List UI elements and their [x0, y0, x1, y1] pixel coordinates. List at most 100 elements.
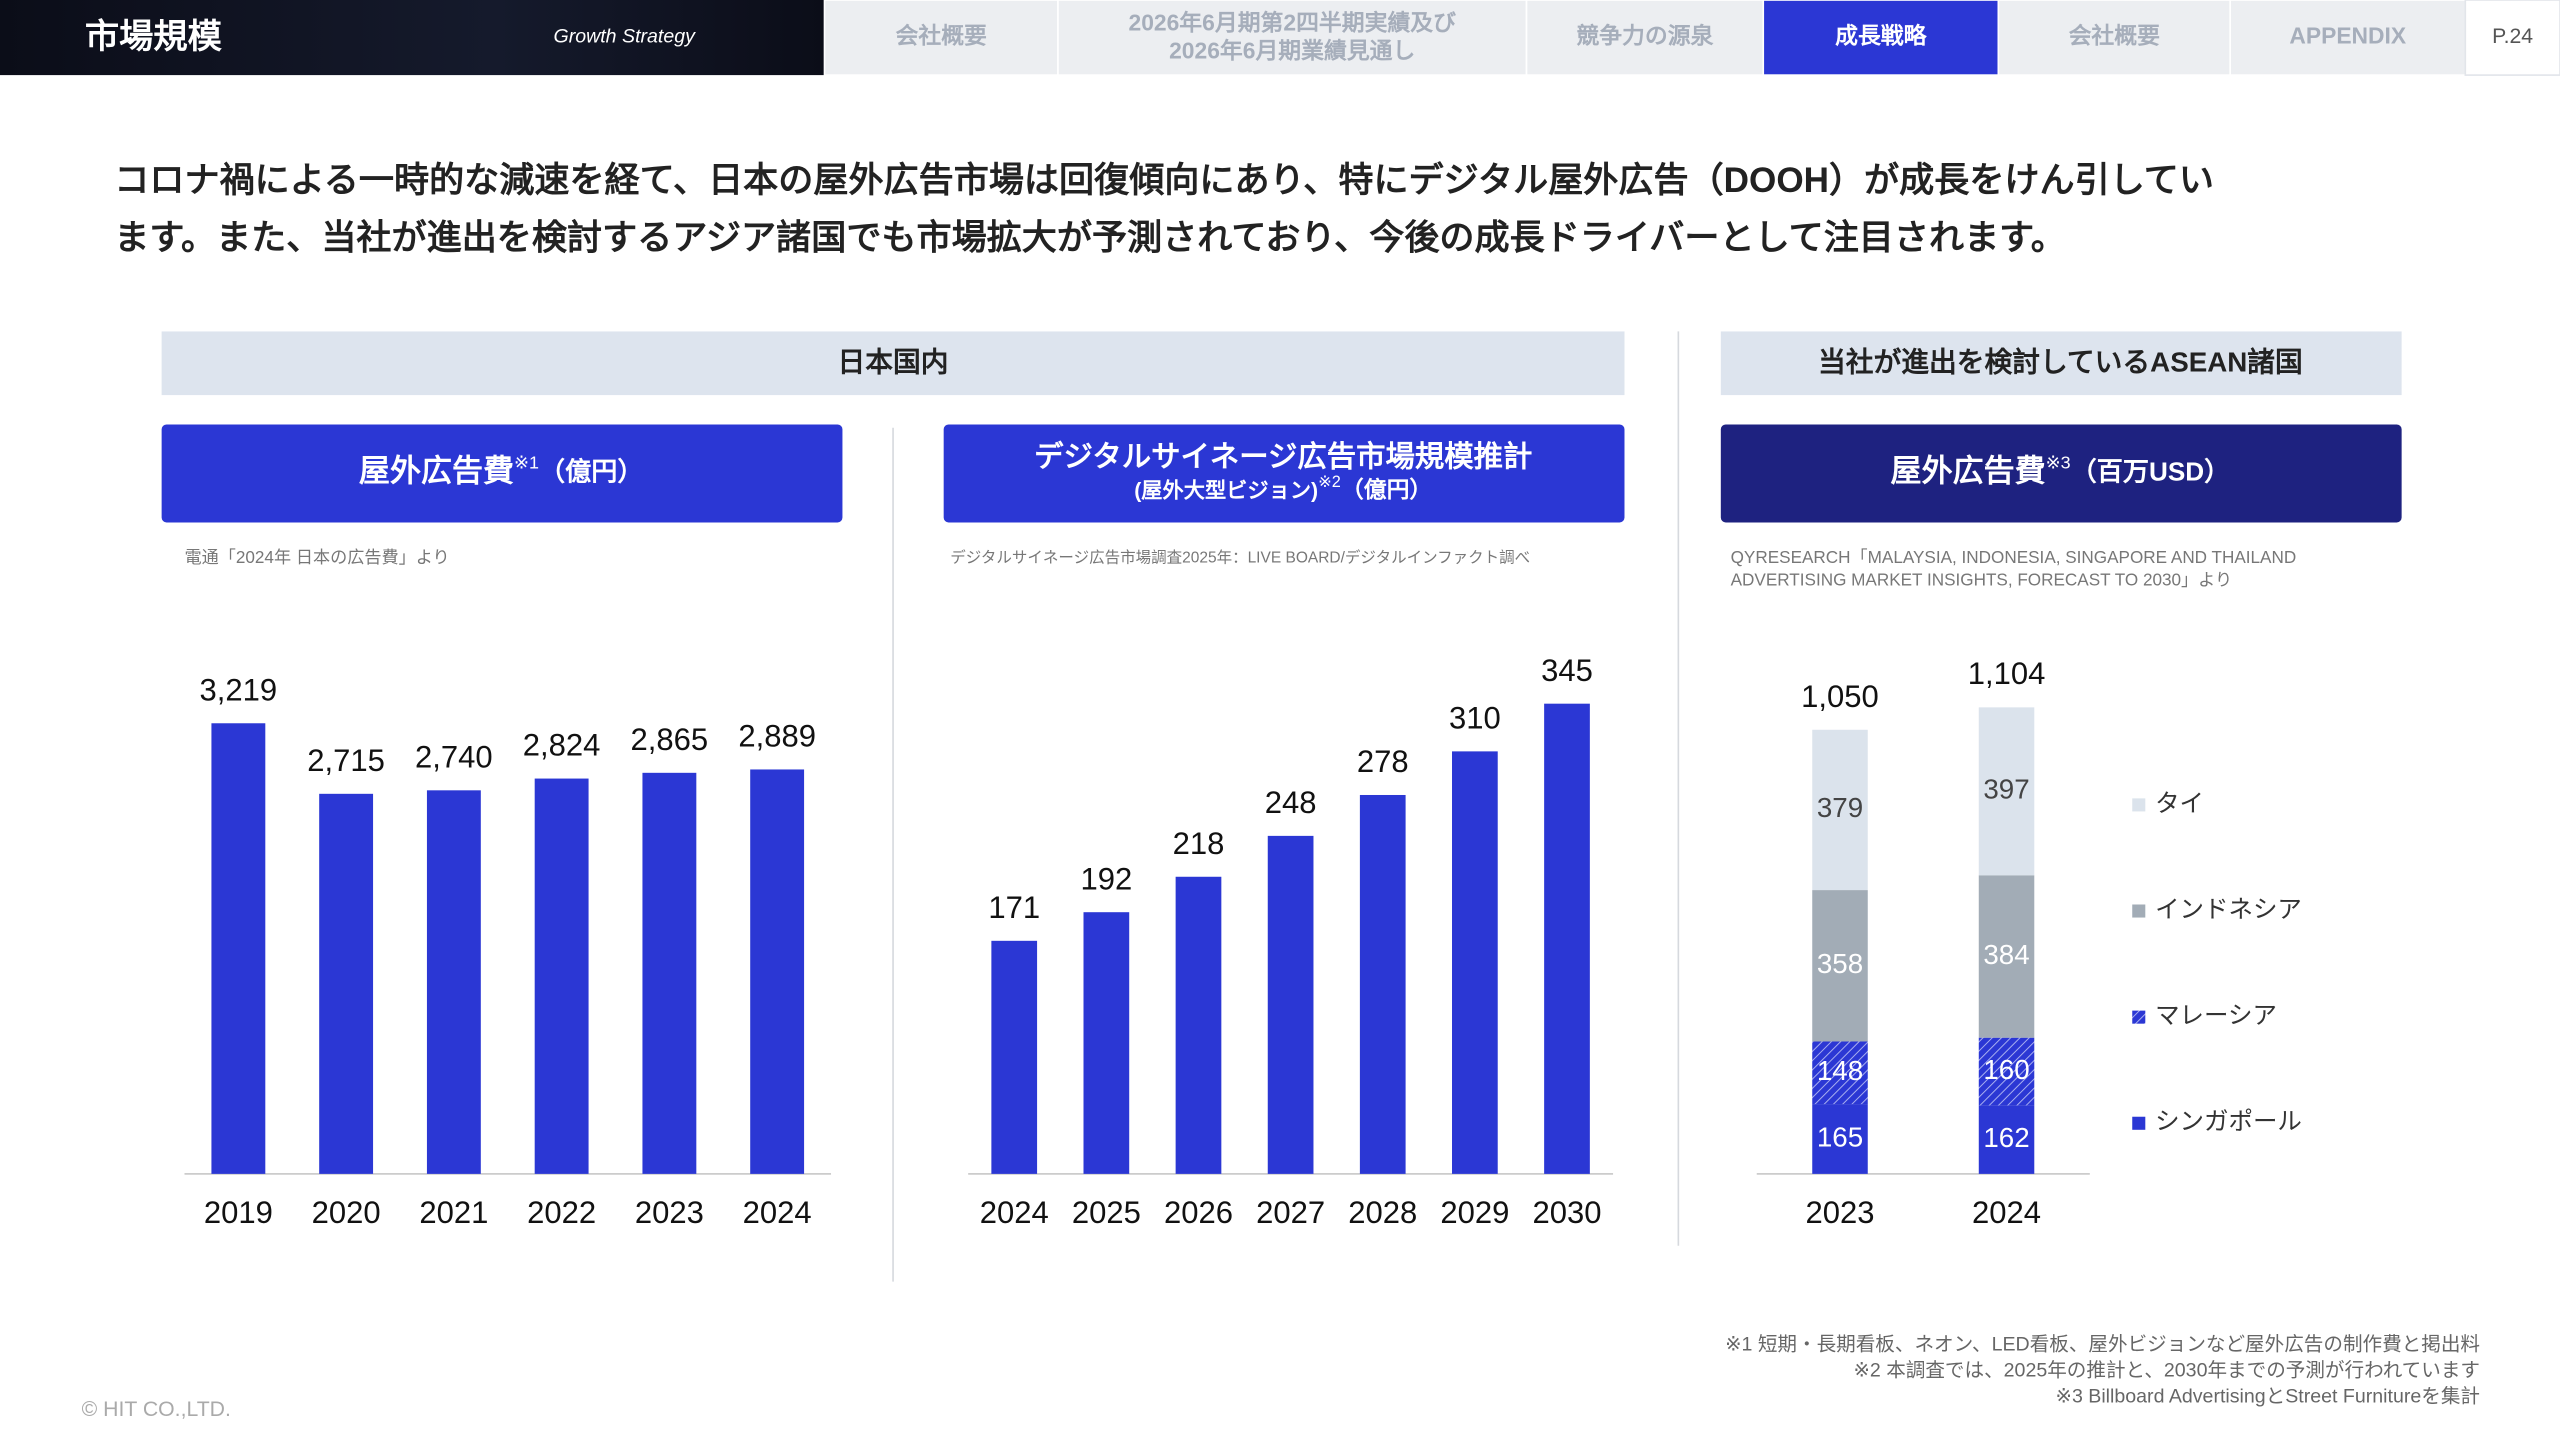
bar — [426, 790, 481, 1174]
chart-title: デジタルサイネージ広告市場規模推計 — [1034, 440, 1532, 474]
source: QYRESEARCH「MALAYSIA, INDONESIA, SINGAPOR… — [1731, 547, 2297, 567]
bar-segment — [1978, 1105, 2035, 1174]
page-box — [2464, 0, 2560, 76]
value-label: 248 — [1265, 785, 1317, 820]
x-tick-label: 2025 — [1072, 1195, 1141, 1230]
section-band — [1720, 331, 2402, 396]
value-label: 3,219 — [200, 672, 278, 707]
x-tick-label: 2030 — [1532, 1195, 1601, 1230]
lead-line: コロナ禍による一時的な減速を経て、日本の屋外広告市場は回復傾向にあり、特にデジタ… — [114, 160, 2214, 200]
bar-segment — [1978, 707, 2035, 876]
bar — [319, 793, 374, 1174]
segment-label: 379 — [1817, 792, 1863, 823]
chart-title-box — [1720, 424, 2402, 523]
bar-segment — [1978, 1037, 2035, 1106]
value-label: 2,889 — [738, 719, 816, 754]
legend-swatch — [2132, 1116, 2146, 1130]
bar-segment — [1812, 729, 1868, 891]
bar-segment — [1812, 1104, 1868, 1174]
x-tick-label: 2022 — [527, 1195, 596, 1230]
x-tick-label: 2024 — [980, 1195, 1049, 1230]
bar-segment — [1978, 875, 2035, 1038]
x-tick-label: 2021 — [419, 1195, 488, 1230]
nav-tab-label: 成長戦略 — [1835, 23, 1928, 49]
x-tick-label: 2024 — [1972, 1195, 2041, 1230]
nav-tab-label: 会社概要 — [896, 23, 988, 49]
value-label: 345 — [1541, 653, 1593, 688]
source: 電通「2024年 日本の広告費」より — [184, 547, 449, 567]
nav-tab[interactable] — [823, 0, 1059, 76]
total-label: 1,050 — [1801, 679, 1879, 714]
x-tick-label: 2027 — [1256, 1195, 1325, 1230]
page-number: P.24 — [2492, 25, 2533, 48]
bar — [991, 940, 1038, 1174]
footnote: ※2 本調査では、2025年の推計と、2030年までの予測が行われています — [1853, 1360, 2480, 1382]
value-label: 218 — [1173, 826, 1225, 861]
x-tick-label: 2023 — [1806, 1195, 1875, 1230]
value-label: 2,824 — [523, 728, 601, 763]
nav-tab[interactable] — [1057, 0, 1528, 76]
bar — [642, 772, 697, 1174]
source: ADVERTISING MARKET INSIGHTS, FORECAST TO… — [1731, 570, 2232, 590]
chart-title-box — [943, 424, 1625, 523]
nav-tab[interactable] — [1762, 0, 2000, 76]
x-tick-label: 2028 — [1348, 1195, 1417, 1230]
bar — [1175, 876, 1222, 1174]
value-label: 2,715 — [307, 743, 385, 778]
nav-tab[interactable] — [1525, 0, 1765, 76]
segment-label: 160 — [1983, 1054, 2029, 1085]
x-tick-label: 2029 — [1440, 1195, 1509, 1230]
nav-tab-label: 2026年6月期業績見通し — [1169, 37, 1415, 63]
total-label: 1,104 — [1968, 656, 2046, 691]
section-label: 日本国内 — [838, 346, 949, 377]
header-title: 市場規模 — [85, 17, 223, 56]
value-label: 192 — [1080, 861, 1132, 896]
x-tick-label: 2020 — [312, 1195, 381, 1230]
bar-segment — [1812, 890, 1868, 1042]
segment-label: 162 — [1983, 1122, 2029, 1153]
nav-tab[interactable] — [2229, 0, 2467, 76]
value-label: 278 — [1357, 744, 1409, 779]
legend-label: タイ — [2155, 790, 2204, 817]
footnote: ※1 短期・長期看板、ネオン、LED看板、屋外ビジョンなど屋外広告の制作費と掲出… — [1725, 1333, 2480, 1355]
section-label: 当社が進出を検討しているASEAN諸国 — [1818, 346, 2303, 377]
value-label: 2,740 — [415, 739, 493, 774]
value-label: 310 — [1449, 701, 1501, 736]
segment-label: 148 — [1817, 1055, 1863, 1086]
segment-label: 165 — [1817, 1121, 1863, 1152]
bar — [534, 778, 589, 1174]
bar — [1267, 835, 1314, 1174]
copyright: © HIT CO.,LTD. — [82, 1398, 231, 1421]
nav-tab-label: 2026年6月期第2四半期実績及び — [1128, 10, 1456, 36]
legend-swatch — [2132, 798, 2146, 812]
value-label: 171 — [988, 890, 1040, 925]
source: デジタルサイネージ広告市場調査2025年：LIVE BOARD/デジタルインファ… — [950, 547, 1530, 566]
bar — [750, 769, 805, 1174]
value-label: 2,865 — [631, 722, 709, 757]
nav-tab-label: 競争力の源泉 — [1576, 23, 1713, 49]
legend-swatch — [2132, 904, 2146, 918]
x-tick-label: 2019 — [204, 1195, 273, 1230]
legend-label: シンガポール — [2155, 1108, 2302, 1136]
bar-segment — [1812, 1041, 1868, 1105]
nav-tab-label: APPENDIX — [2289, 23, 2407, 49]
x-tick-label: 2026 — [1164, 1195, 1233, 1230]
chart-title: 屋外広告費※3（百万USD） — [1891, 452, 2231, 488]
legend-swatch — [2132, 1010, 2146, 1024]
chart-title-box — [161, 424, 843, 523]
header-bg — [0, 0, 825, 76]
legend-label: マレーシア — [2155, 1003, 2277, 1030]
legend-label: インドネシア — [2155, 896, 2302, 923]
footnote: ※3 Billboard AdvertisingとStreet Furnitur… — [2056, 1386, 2480, 1408]
bar — [1544, 703, 1590, 1174]
header-subtitle: Growth Strategy — [553, 26, 696, 48]
x-tick-label: 2024 — [743, 1195, 812, 1230]
nav-tab[interactable] — [1997, 0, 2232, 76]
chart-title: 屋外広告費※1（億円） — [359, 452, 644, 488]
bar — [1452, 751, 1498, 1174]
chart-subtitle: (屋外大型ビジョン)※2（億円） — [1134, 474, 1432, 503]
segment-label: 384 — [1983, 939, 2029, 970]
lead-line: ます。また、当社が進出を検討するアジア諸国でも市場拡大が予測されており、今後の成… — [114, 218, 2066, 257]
